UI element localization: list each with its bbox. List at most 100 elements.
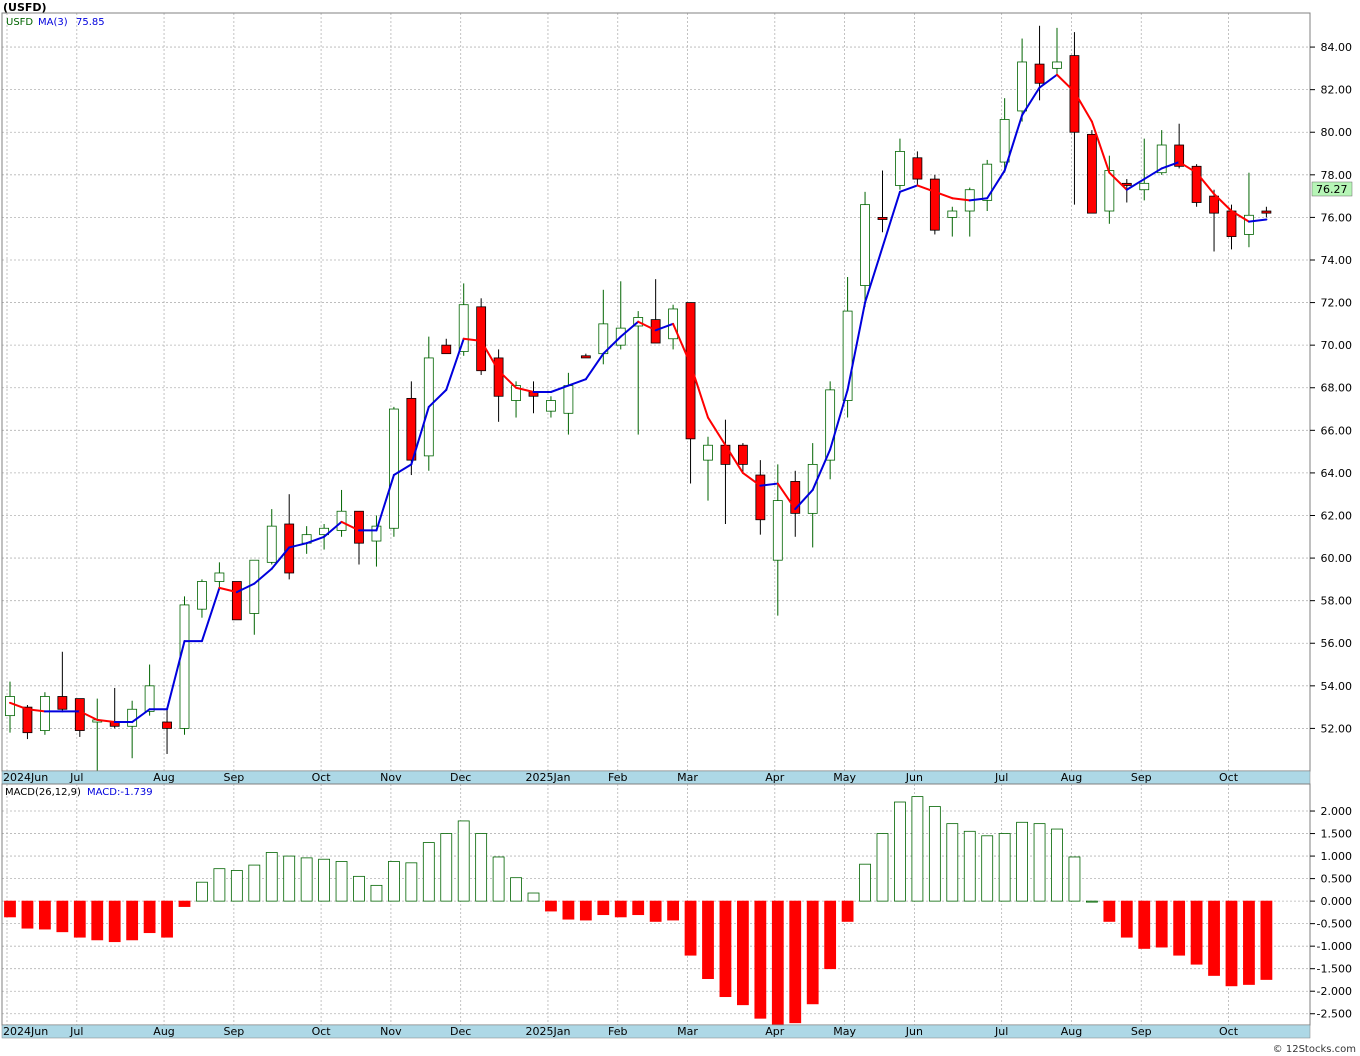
macd-bar <box>911 796 924 902</box>
month-label: Oct <box>1219 1025 1239 1038</box>
candle <box>1017 38 1027 122</box>
candle-body <box>1087 133 1097 214</box>
candle <box>860 191 870 307</box>
month-label: Oct <box>312 771 332 784</box>
month-label: Dec <box>450 1025 471 1038</box>
month-label: 2024Jun <box>3 1025 48 1038</box>
candle-body <box>371 525 382 542</box>
candle <box>144 664 155 716</box>
ma-segment <box>131 708 151 724</box>
candle-body <box>5 696 15 717</box>
price-y-tick-label: 76.00 <box>1321 211 1353 224</box>
macd-bar <box>370 884 383 902</box>
price-y-tick-label: 62.00 <box>1321 509 1353 522</box>
macd-bar <box>684 900 697 956</box>
macd-bar <box>353 875 365 902</box>
candle-body <box>860 204 870 286</box>
macd-bar <box>806 900 819 1005</box>
candle-body <box>162 721 172 729</box>
candle-body <box>1052 61 1062 69</box>
ma-segment <box>515 386 535 393</box>
candle <box>1191 164 1202 207</box>
candle <box>999 98 1010 173</box>
candle <box>406 381 417 476</box>
macd-bar <box>230 870 243 902</box>
candle <box>1174 123 1185 169</box>
candle-body <box>1139 182 1150 191</box>
ma-segment <box>811 448 832 491</box>
macd-bar <box>1016 821 1028 902</box>
candle-body <box>441 344 452 355</box>
macd-bar <box>91 900 104 941</box>
macd-bar <box>21 900 34 929</box>
ma-segment <box>270 546 291 570</box>
candle <box>1209 189 1219 252</box>
price-y-tick-label: 70.00 <box>1321 339 1353 352</box>
macd-bar <box>1086 900 1098 903</box>
candle-body <box>999 119 1010 163</box>
ma-segment <box>78 710 99 721</box>
macd-bar <box>1138 900 1151 949</box>
candle <box>738 443 748 473</box>
macd-bar <box>387 861 400 902</box>
price-x-axis: 2024Jun Jul Aug Sep Oct Nov Dec 2025Jan Feb Mar Ap… <box>1 770 1311 785</box>
macd-bar <box>876 833 889 902</box>
candle-body <box>458 304 469 352</box>
ma-segment <box>1125 178 1146 191</box>
candle-body <box>57 696 68 710</box>
macd-bar <box>1243 900 1255 985</box>
month-label: May <box>833 771 856 784</box>
ma-segment <box>1038 73 1058 89</box>
ma-segment <box>340 520 360 532</box>
month-label: Mar <box>677 1025 698 1038</box>
macd-bar <box>737 900 749 1006</box>
macd-bar <box>300 857 313 902</box>
macd-bar <box>894 801 906 902</box>
last-price-text: 76.27 <box>1316 183 1348 196</box>
macd-bar <box>73 900 86 938</box>
candle-body <box>493 357 504 397</box>
macd-bar <box>1033 823 1046 902</box>
ma-segment <box>1213 192 1233 213</box>
candle <box>580 353 591 359</box>
macd-bar <box>998 833 1011 902</box>
macd-bar <box>335 861 348 902</box>
ma-segment <box>200 586 221 643</box>
candle-body <box>40 696 50 731</box>
macd-bar <box>928 806 941 902</box>
macd-bar <box>649 900 662 922</box>
candle-body <box>266 525 277 563</box>
legend-ma-value: 75.85 <box>76 17 105 28</box>
candle <box>336 489 347 537</box>
candle <box>755 460 766 535</box>
macd-y-tick-label: -1.000 <box>1317 940 1352 953</box>
ma-segment <box>1073 90 1093 123</box>
candle <box>458 283 469 356</box>
ma-segment <box>1108 171 1128 191</box>
price-y-tick-label: 52.00 <box>1321 722 1353 735</box>
ma-segment <box>480 339 500 372</box>
candle <box>1069 32 1080 205</box>
month-label: Jun <box>905 771 923 784</box>
ma-segment <box>1230 210 1250 223</box>
candle <box>57 651 68 712</box>
macd-bar <box>440 833 453 902</box>
month-label: Jun <box>905 1025 923 1038</box>
macd-bar <box>143 900 156 934</box>
ma-segment <box>724 444 744 474</box>
candle <box>162 707 172 754</box>
price-y-tick-label: 58.00 <box>1321 595 1353 608</box>
candle-body <box>354 510 364 544</box>
candle <box>197 579 207 618</box>
month-label: 2024Jun <box>3 771 48 784</box>
candle-body <box>755 474 766 521</box>
macd-bar <box>1120 900 1133 938</box>
candle <box>1244 172 1254 248</box>
watermark: © 12Stocks.com <box>1273 1044 1356 1055</box>
macd-bar <box>1068 856 1081 902</box>
candle <box>493 349 504 422</box>
candle <box>703 436 713 501</box>
macd-y-tick-label: 1.000 <box>1321 850 1353 863</box>
candle-body <box>144 685 155 712</box>
month-label: Dec <box>450 771 471 784</box>
